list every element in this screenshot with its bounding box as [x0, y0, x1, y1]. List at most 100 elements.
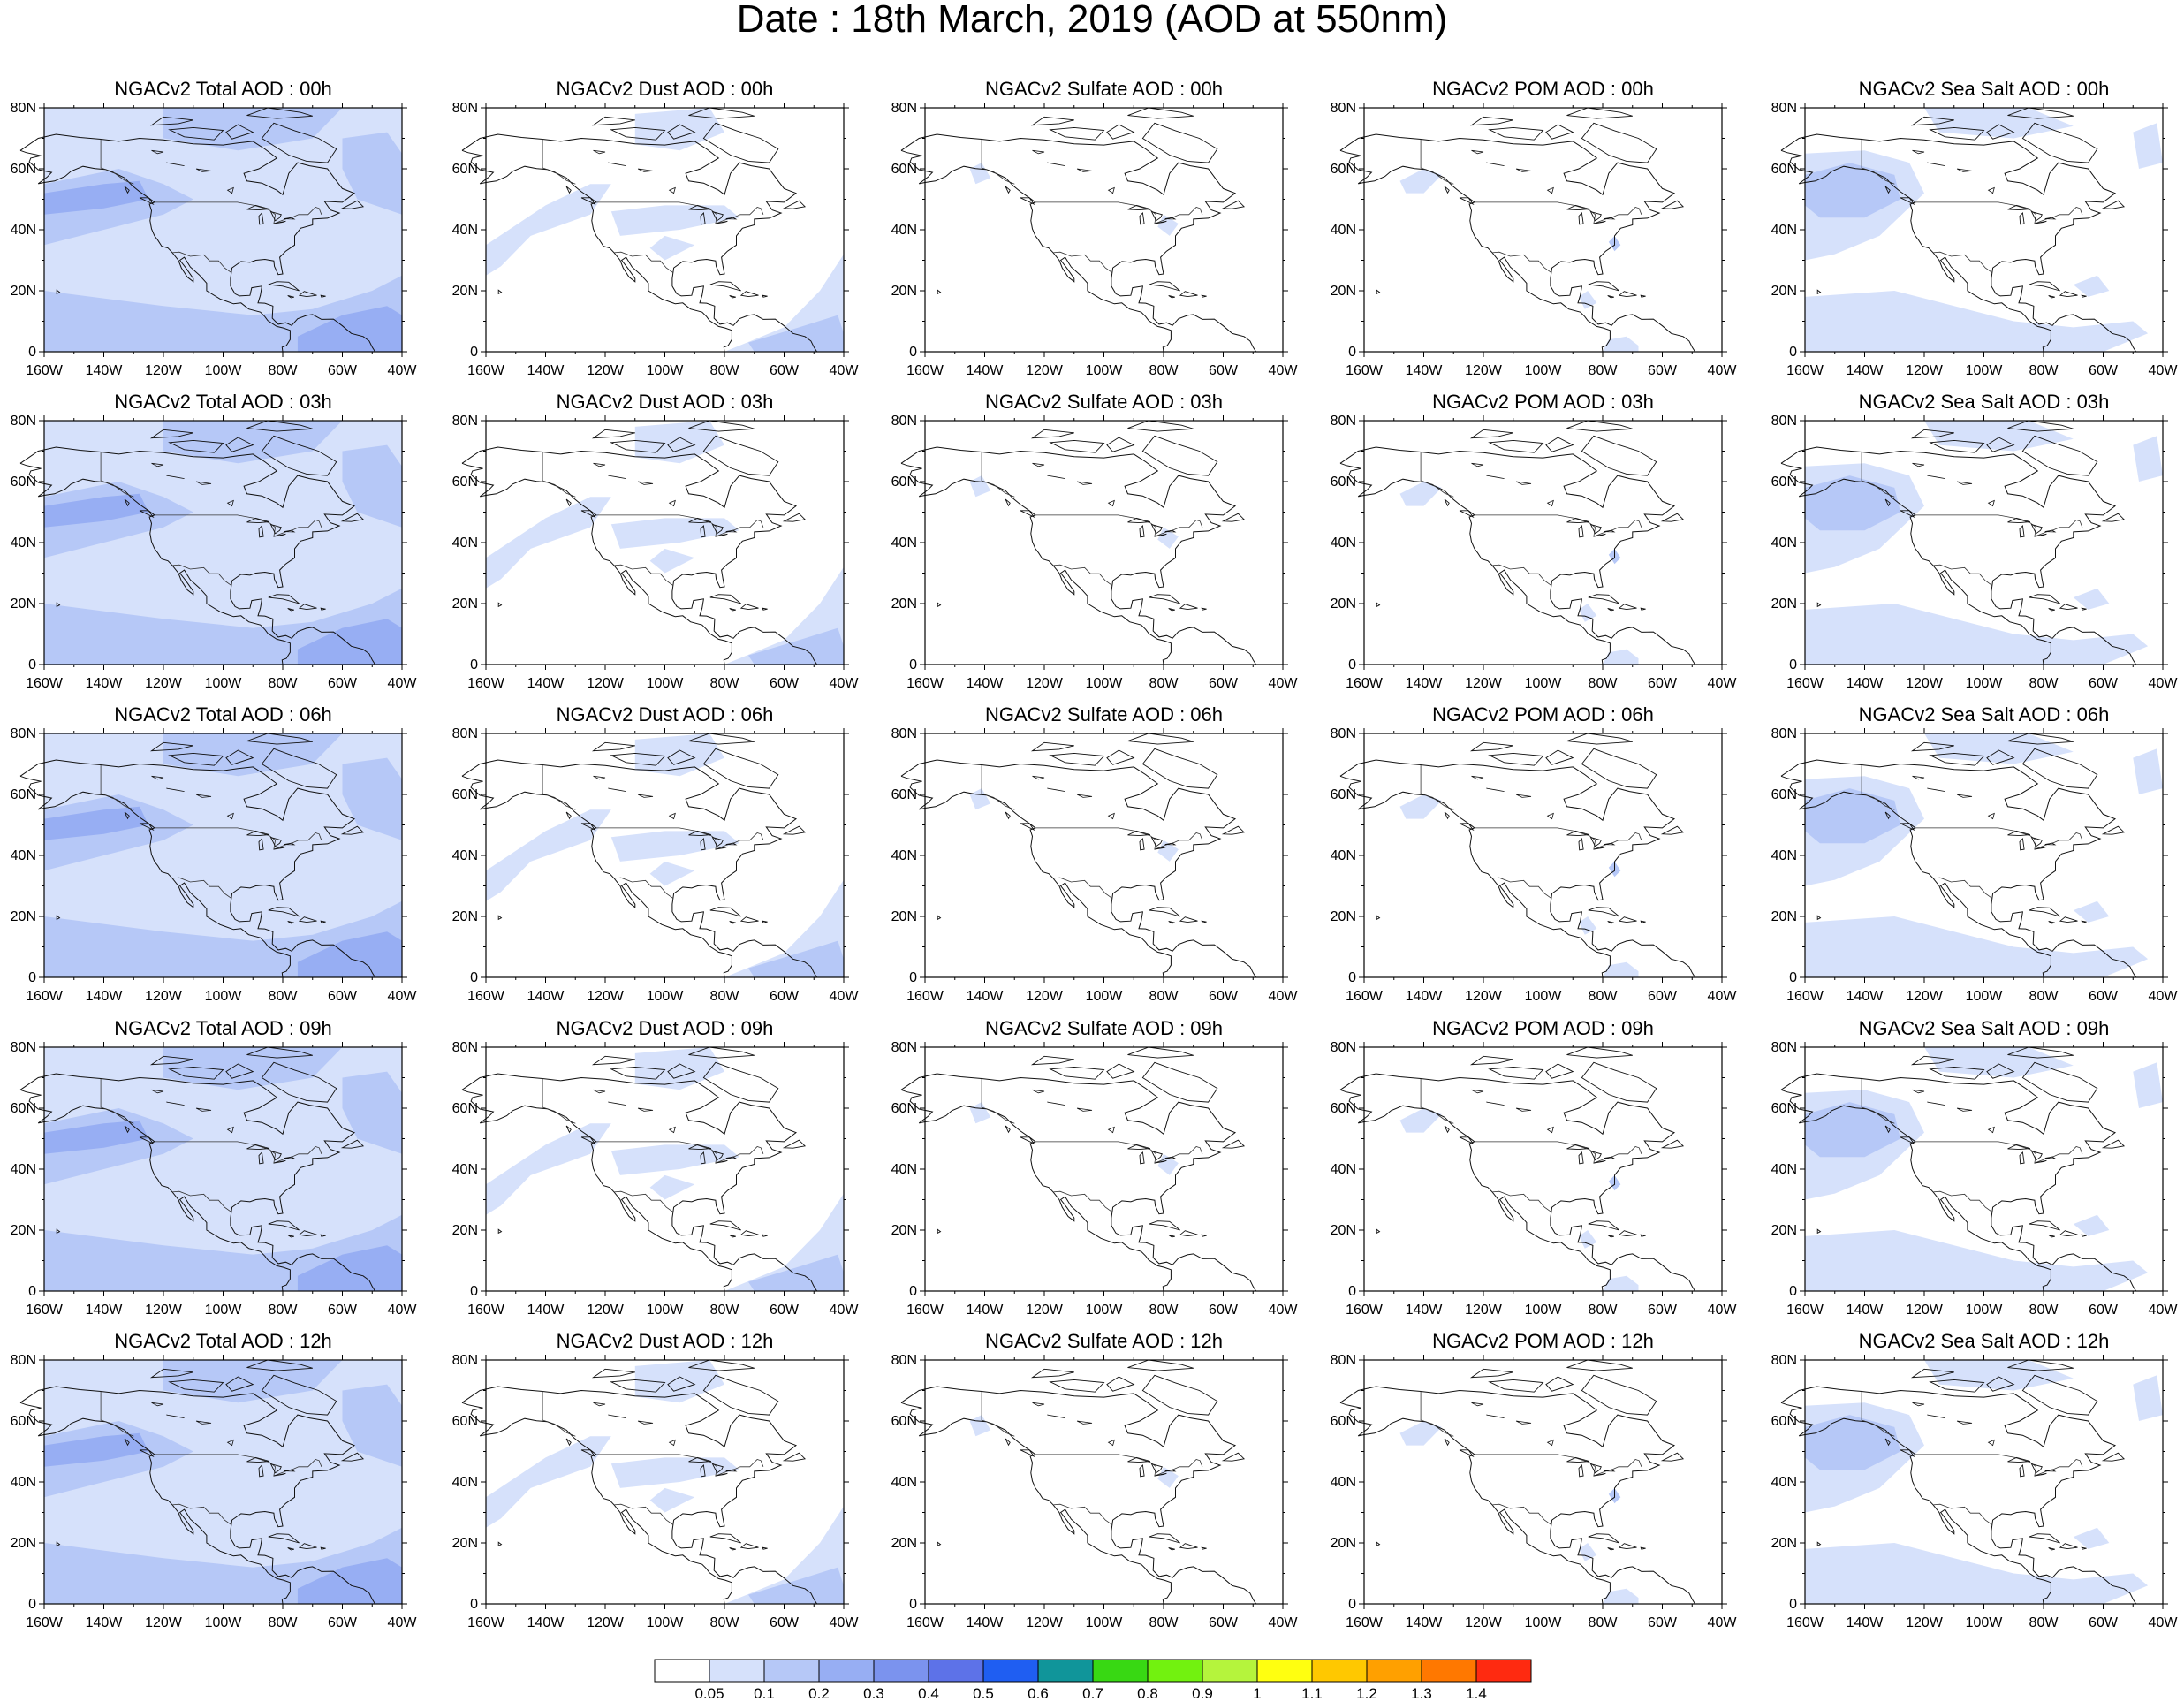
aod-shading — [486, 497, 611, 589]
coastline — [688, 517, 711, 524]
coastline — [287, 295, 294, 299]
y-tick-label: 60N — [452, 1414, 478, 1429]
panel-title: NGACv2 Dust AOD : 06h — [556, 703, 774, 726]
map-panel-dust: NGACv2 Dust AOD : 03h 0 20N 40N 60N 80N 160W 14… — [445, 389, 887, 703]
country-border — [172, 564, 232, 586]
y-tick-label: 0 — [909, 657, 917, 672]
aod-shading — [1805, 788, 1900, 844]
country-border — [100, 1078, 134, 1124]
lake-outline — [668, 812, 676, 820]
coastline — [2030, 523, 2043, 535]
coastline — [124, 498, 130, 507]
coastline — [1154, 846, 1167, 850]
coastline — [2101, 1452, 2126, 1462]
lake-outline — [1107, 1126, 1115, 1134]
coastline — [269, 210, 282, 222]
coastline — [1154, 1159, 1167, 1164]
coastline — [1339, 133, 1696, 353]
x-tick-label: 140W — [1847, 363, 1884, 378]
map-frame — [924, 733, 1284, 978]
coastline — [56, 602, 61, 608]
y-tick-label: 40N — [452, 223, 478, 238]
aod-shading — [1603, 961, 1639, 977]
map-panel-sulfate: NGACv2 Sulfate AOD : 09h 0 20N 40N 60N 80N 160… — [884, 1015, 1326, 1330]
aod-shading — [163, 421, 343, 464]
colorbar-label: 0.6 — [1028, 1685, 1049, 1699]
coastline — [2059, 604, 2078, 611]
coastline — [284, 217, 296, 220]
y-tick-label: 20N — [452, 1536, 478, 1551]
aod-shading — [44, 1432, 149, 1467]
coastline — [591, 1368, 635, 1379]
coastline — [1566, 107, 1633, 119]
coastline — [246, 517, 269, 524]
coastline — [1221, 825, 1246, 835]
country-border — [1420, 139, 1454, 185]
lake-outline — [668, 186, 676, 194]
coastline — [246, 1359, 313, 1371]
lake-outline — [166, 475, 185, 479]
x-tick-label: 160W — [1786, 1615, 1824, 1630]
coastline — [937, 1541, 942, 1547]
map-plot: 0 20N 40N 60N 80N 160W 140W 120W 100W 80W 60W 40W — [891, 726, 1299, 1004]
coastline — [1566, 733, 1633, 745]
aod-shading — [1805, 1415, 1900, 1470]
coastline — [1566, 204, 1589, 211]
y-tick-label: 40N — [452, 536, 478, 551]
y-tick-label: 40N — [11, 1475, 36, 1490]
coastline — [1588, 594, 1619, 604]
x-tick-label: 140W — [967, 363, 1005, 378]
map-area: 0 20N 40N 60N 80N 160W 140W 120W 100W 80W 60W 40W — [1331, 1353, 1738, 1630]
map-plot: 0 20N 40N 60N 80N 160W 140W 120W 100W 80W 60W 40W — [11, 414, 418, 691]
coastline — [1149, 594, 1180, 604]
x-tick-label: 80W — [1589, 363, 1619, 378]
coastline — [1106, 124, 1135, 140]
coastline — [1660, 1452, 1685, 1462]
coastline — [591, 116, 635, 126]
x-tick-label: 80W — [2029, 676, 2059, 691]
aod-shading — [1805, 291, 2149, 352]
coastline — [284, 529, 296, 533]
coastline — [320, 1546, 326, 1550]
y-tick-label: 20N — [452, 596, 478, 612]
coastline — [1910, 741, 1954, 752]
coastline — [1444, 498, 1450, 507]
x-tick-label: 140W — [1847, 989, 1884, 1004]
country-border — [1861, 1391, 1895, 1437]
coastline — [688, 1456, 711, 1463]
x-tick-label: 40W — [388, 989, 418, 1004]
coastline — [320, 294, 326, 298]
x-tick-label: 80W — [269, 363, 299, 378]
panel-title: NGACv2 POM AOD : 12h — [1432, 1330, 1654, 1352]
x-tick-label: 100W — [1966, 989, 2004, 1004]
coastline — [2048, 295, 2055, 299]
coastline — [1459, 1449, 1475, 1458]
x-tick-label: 160W — [906, 676, 944, 691]
aod-shading — [1805, 604, 2149, 665]
coastline — [1884, 498, 1891, 507]
map-panel-total: NGACv2 Total AOD : 03h 0 20N 40N 60N 80N 160W 1… — [4, 389, 445, 703]
aod-shading — [1399, 1421, 1442, 1446]
coastline — [1339, 1073, 1696, 1292]
aod-shading — [1399, 1108, 1442, 1133]
country-border — [1492, 1503, 1552, 1525]
country-border — [614, 1503, 674, 1525]
coastline — [739, 1230, 759, 1237]
coastline — [715, 1472, 728, 1477]
coastline — [715, 220, 728, 224]
coastline — [1986, 749, 2015, 765]
map-panel-dust: NGACv2 Dust AOD : 00h 0 20N 40N 60N 80N 160W 14… — [445, 76, 887, 391]
coastline — [461, 1386, 818, 1605]
x-tick-label: 140W — [86, 1303, 124, 1318]
y-tick-label: 40N — [11, 1162, 36, 1177]
x-tick-label: 160W — [467, 989, 505, 1004]
coastline — [1780, 1386, 2137, 1605]
aod-shading — [2073, 1527, 2110, 1549]
coastline — [1640, 1234, 1646, 1237]
x-tick-label: 40W — [830, 1615, 860, 1630]
x-tick-label: 100W — [1086, 1615, 1124, 1630]
lake-outline — [166, 1414, 185, 1418]
x-tick-label: 120W — [145, 363, 183, 378]
x-tick-label: 160W — [26, 989, 64, 1004]
coastline — [461, 133, 818, 353]
